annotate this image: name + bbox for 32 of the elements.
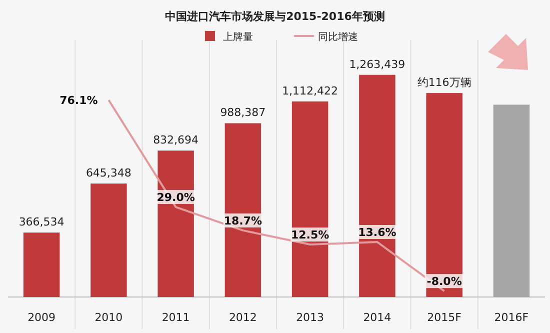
bar [158,150,194,297]
legend-label: 上牌量 [223,31,253,43]
data-label: 13.6% [358,226,396,240]
x-tick-label: 2013 [296,311,324,324]
bar [426,93,462,297]
bar [90,184,127,297]
bar [224,123,262,297]
data-label: 645,348 [86,166,132,180]
data-label: 832,694 [153,134,199,147]
x-tick-label: 2009 [28,311,56,324]
data-label: 1,112,422 [282,84,338,98]
x-tick-label: 2010 [94,311,123,324]
data-label: 988,387 [220,106,266,120]
data-label: 29.0% [156,191,195,204]
x-tick-label: 2014 [363,311,392,324]
bar [359,74,396,297]
data-label: -8.0% [426,275,462,288]
x-tick-label: 2016F [494,311,529,324]
bar [493,104,530,297]
x-tick-label: 2015F [427,311,462,324]
data-label: 1,263,439 [349,58,406,71]
chart-title: 中国进口汽车市场发展与2015-2016年预测 [165,10,385,23]
data-label: 18.7% [224,214,262,228]
data-label: 366,534 [18,216,64,229]
legend-label: 同比增速 [318,31,358,43]
data-label: 76.1% [60,94,98,108]
bar [292,101,328,297]
data-label: 12.5% [290,228,330,242]
x-tick-label: 2012 [228,311,257,324]
bar [23,232,60,297]
x-tick-label: 2011 [162,311,190,324]
data-label: 约116万辆 [417,76,472,90]
